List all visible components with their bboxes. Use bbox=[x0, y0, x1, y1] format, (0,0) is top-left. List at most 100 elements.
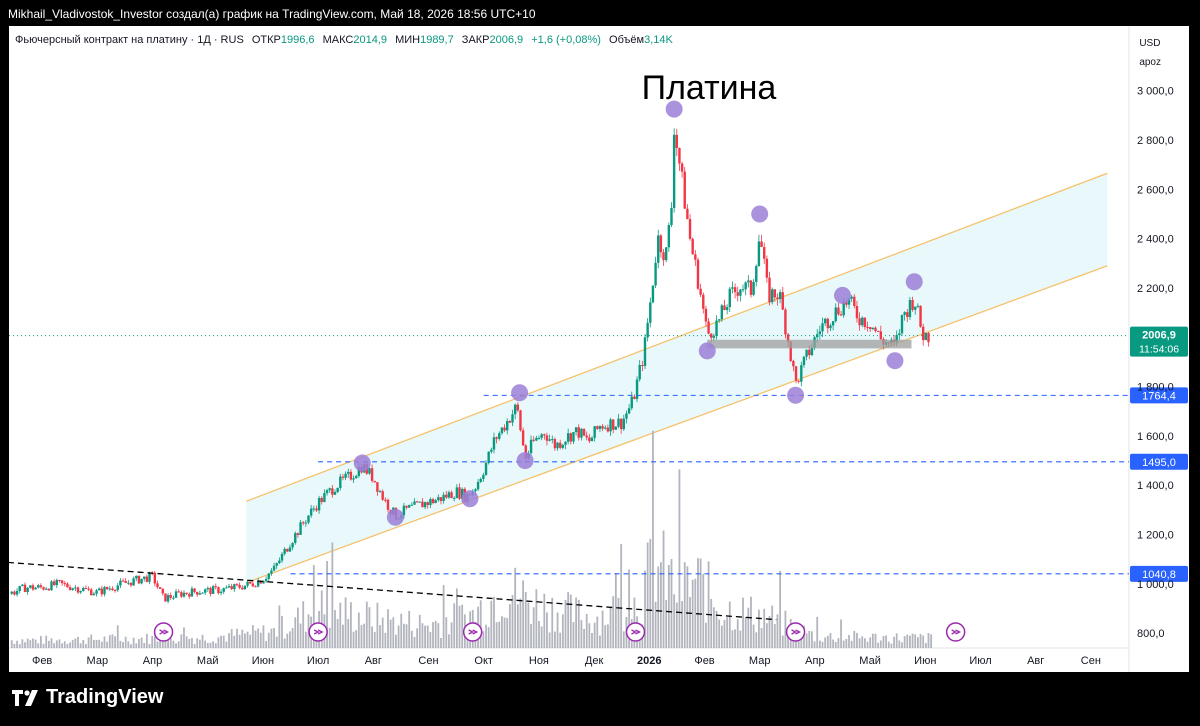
candle-body bbox=[111, 588, 114, 591]
volume-bar bbox=[238, 634, 241, 648]
volume-bar bbox=[400, 613, 403, 648]
candle-body bbox=[100, 588, 104, 595]
candle-body bbox=[37, 585, 40, 588]
y-tick-label: 3 000,0 bbox=[1137, 86, 1174, 98]
candle-body bbox=[789, 341, 792, 361]
candle-body bbox=[545, 435, 549, 441]
volume-value: 3,14K bbox=[644, 34, 673, 46]
scale-mode-label[interactable]: apoz bbox=[1139, 57, 1161, 68]
candle-body bbox=[262, 581, 265, 584]
volume-bar bbox=[705, 622, 707, 648]
candle-body bbox=[574, 427, 578, 433]
candle-body bbox=[429, 499, 432, 506]
volume-bar bbox=[503, 617, 506, 648]
volume-bar bbox=[829, 632, 832, 648]
volume-bar bbox=[384, 632, 387, 648]
volume-bar bbox=[421, 623, 424, 648]
channel-lower-line bbox=[246, 265, 1108, 584]
volume-bar bbox=[114, 636, 116, 648]
candle-body bbox=[445, 494, 448, 498]
candle-body bbox=[333, 491, 337, 495]
volume-bar bbox=[485, 624, 487, 648]
volume-bar bbox=[583, 629, 585, 648]
candle-body bbox=[172, 597, 175, 599]
volume-bar bbox=[522, 580, 525, 648]
volume-bar bbox=[771, 605, 774, 648]
volume-bar bbox=[201, 634, 204, 648]
candle-body bbox=[680, 163, 684, 172]
y-tick-label: 1 000,0 bbox=[1137, 579, 1174, 591]
candle-body bbox=[553, 439, 557, 449]
volume-bar bbox=[694, 578, 697, 648]
chart-panel[interactable]: 1764,4 1495,0 1040,8 3 000,0 2 800,0 2 600,0 2… bbox=[9, 26, 1189, 672]
candle-body bbox=[254, 586, 257, 588]
volume-bar bbox=[927, 633, 930, 648]
candle-body bbox=[283, 548, 286, 554]
candle-body bbox=[137, 575, 141, 584]
currency-label[interactable]: USD bbox=[1139, 38, 1161, 49]
volume-bar bbox=[209, 642, 212, 648]
candle-body bbox=[850, 296, 853, 299]
volume-bar bbox=[402, 623, 405, 648]
channel-upper-line bbox=[246, 172, 1108, 502]
volume-bar bbox=[164, 637, 167, 648]
candle-body bbox=[116, 585, 119, 591]
volume-bar bbox=[681, 601, 683, 648]
candle-body bbox=[847, 298, 851, 305]
candle-body bbox=[476, 482, 480, 490]
volume-bar bbox=[768, 616, 771, 648]
pivot-marker bbox=[751, 205, 769, 223]
volume-bar bbox=[47, 640, 50, 648]
volume-bar bbox=[853, 630, 856, 648]
candle-body bbox=[158, 587, 162, 589]
volume-bar bbox=[387, 609, 389, 648]
volume-bar bbox=[244, 633, 246, 648]
candle-body bbox=[373, 480, 376, 483]
candle-body bbox=[63, 583, 66, 585]
volume-bar bbox=[519, 598, 522, 648]
volume-bar bbox=[922, 635, 925, 648]
volume-bar bbox=[204, 640, 207, 648]
candle-body bbox=[275, 563, 278, 566]
candle-body bbox=[498, 433, 501, 439]
volume-bar bbox=[498, 621, 501, 648]
candle-body bbox=[837, 307, 840, 315]
candle-body bbox=[219, 591, 223, 594]
volume-bar bbox=[760, 627, 763, 648]
candle-body bbox=[180, 592, 183, 597]
candle-body bbox=[755, 266, 758, 282]
volume-bar bbox=[858, 638, 861, 648]
volume-bar bbox=[379, 625, 381, 648]
volume-bar bbox=[567, 592, 570, 648]
volume-bar bbox=[392, 617, 395, 648]
volume-bar bbox=[683, 562, 686, 648]
high-value: 2014,9 bbox=[353, 34, 387, 46]
open-label: ОТКР bbox=[251, 34, 281, 46]
volume-bar bbox=[416, 628, 419, 648]
price-chart[interactable]: 1764,4 1495,0 1040,8 3 000,0 2 800,0 2 600,0 2… bbox=[9, 26, 1189, 672]
candle-body bbox=[484, 462, 488, 475]
volume-bar bbox=[265, 640, 268, 648]
candle-body bbox=[352, 478, 355, 480]
volume-bar bbox=[66, 643, 69, 648]
candle-body bbox=[315, 508, 318, 511]
candle-body bbox=[336, 487, 339, 492]
currency-selector[interactable]: USD apoz bbox=[1139, 34, 1161, 72]
candle-body bbox=[524, 445, 527, 459]
candle-body bbox=[299, 522, 302, 535]
volume-bar bbox=[254, 630, 257, 648]
tradingview-logo[interactable]: TradingView bbox=[12, 686, 163, 709]
candle-body bbox=[784, 309, 787, 335]
volume-bar bbox=[755, 632, 758, 648]
volume-bar bbox=[707, 561, 710, 648]
volume-bar bbox=[376, 602, 379, 648]
candle-body bbox=[519, 410, 522, 431]
candle-body bbox=[384, 499, 387, 501]
volume-bar bbox=[614, 573, 617, 648]
volume-bar bbox=[262, 625, 265, 648]
level-label: 1040,8 bbox=[1142, 569, 1176, 581]
volume-bar bbox=[861, 636, 864, 648]
candle-body bbox=[699, 288, 702, 295]
candle-body bbox=[672, 134, 676, 208]
volume-bar bbox=[148, 644, 151, 648]
